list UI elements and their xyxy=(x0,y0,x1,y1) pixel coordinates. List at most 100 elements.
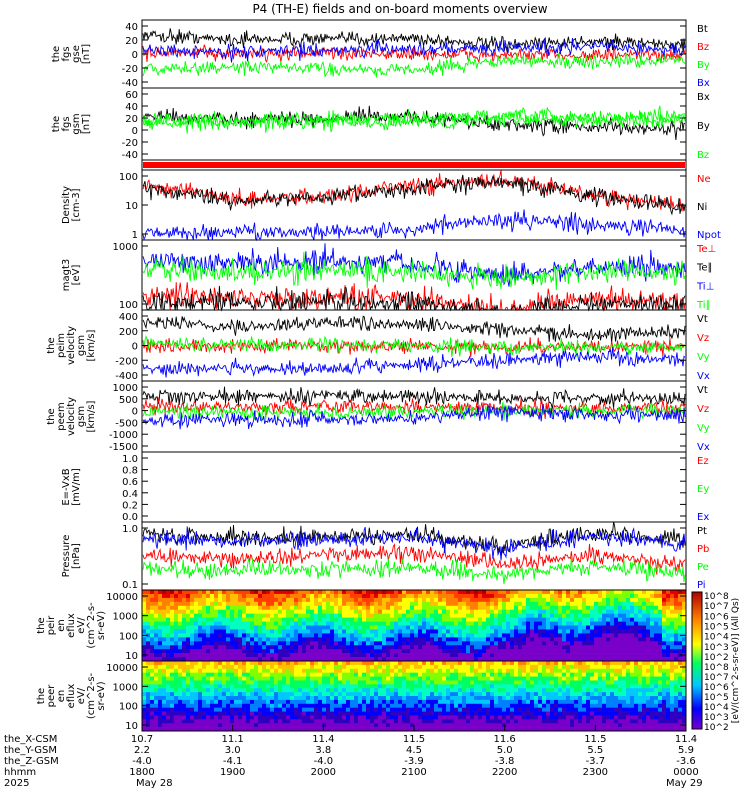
spectrogram-cell xyxy=(646,657,651,662)
spectrogram-cell xyxy=(482,715,487,720)
spectrogram-cell xyxy=(258,707,263,712)
spectrogram-cell xyxy=(662,593,667,599)
spectrogram-cell xyxy=(650,621,655,626)
spectrogram-cell xyxy=(646,637,651,642)
spectrogram-cell xyxy=(418,715,423,720)
spectrogram-cell xyxy=(294,661,299,666)
spectrogram-cell xyxy=(470,661,475,666)
spectrogram-cell xyxy=(522,601,527,607)
spectrogram-cell xyxy=(430,653,435,658)
spectrogram-cell xyxy=(258,699,263,705)
spectrogram-cell xyxy=(390,676,395,681)
spectrogram-cell xyxy=(386,684,391,689)
spectrogram-cell xyxy=(526,609,531,614)
spectrogram-cell xyxy=(634,668,639,673)
spectrogram-cell xyxy=(242,688,247,693)
spectrogram-cell xyxy=(354,668,359,673)
spectrogram-cell xyxy=(418,649,423,654)
spectrogram-cell xyxy=(326,653,331,658)
spectrogram-cell xyxy=(174,649,179,654)
spectrogram-cell xyxy=(410,617,415,622)
spectrogram-cell xyxy=(266,672,271,677)
spectrogram-cell xyxy=(494,645,499,650)
spectrogram-cell xyxy=(482,711,487,716)
spectrogram-cell xyxy=(514,672,519,677)
spectrogram-cell xyxy=(602,661,607,666)
spectrogram-cell xyxy=(378,653,383,658)
spectrogram-cell xyxy=(162,645,167,650)
spectrogram-cell xyxy=(510,688,515,693)
spectrogram-cell xyxy=(442,649,447,654)
spectrogram-cell xyxy=(474,680,479,685)
spectrogram-cell xyxy=(658,621,663,626)
spectrogram-cell xyxy=(278,633,283,638)
spectrogram-cell xyxy=(454,711,459,716)
spectrogram-cell xyxy=(222,692,227,697)
spectrogram-cell xyxy=(158,609,163,614)
spectrogram-cell xyxy=(282,601,287,607)
spectrogram-cell xyxy=(318,645,323,650)
spectrogram-cell xyxy=(390,661,395,666)
spectrogram-cell xyxy=(274,601,279,607)
spectrogram-cell xyxy=(306,609,311,614)
spectrogram-cell xyxy=(174,605,179,611)
spectrogram-cell xyxy=(218,629,223,634)
spectrogram-cell xyxy=(462,601,467,607)
spectrogram-cell xyxy=(626,590,631,595)
spectrogram-cell xyxy=(362,668,367,673)
spectrogram-cell xyxy=(282,699,287,705)
spectrogram-cell xyxy=(566,605,571,611)
spectrogram-cell xyxy=(238,613,243,618)
spectrogram-cell xyxy=(294,684,299,689)
spectrogram-cell xyxy=(290,613,295,618)
spectrogram-cell xyxy=(342,601,347,607)
spectrogram-cell xyxy=(534,680,539,685)
spectrogram-cell xyxy=(142,696,147,701)
spectrogram-cell xyxy=(522,649,527,654)
spectrogram-cell xyxy=(478,625,483,630)
spectrogram-cell xyxy=(298,680,303,685)
spectrogram-cell xyxy=(618,657,623,662)
spectrogram-cell xyxy=(322,629,327,634)
spectrogram-cell xyxy=(546,621,551,626)
spectrogram-cell xyxy=(486,617,491,622)
spectrogram-cell xyxy=(334,680,339,685)
spectrogram-cell xyxy=(290,617,295,622)
spectrogram-cell xyxy=(398,664,403,670)
spectrogram-cell xyxy=(466,688,471,693)
spectrogram-cell xyxy=(238,672,243,677)
spectrogram-cell xyxy=(466,676,471,681)
spectrogram-cell xyxy=(162,605,167,611)
spectrogram-cell xyxy=(266,715,271,720)
spectrogram-cell xyxy=(338,711,343,716)
spectrogram-cell xyxy=(458,692,463,697)
spectrogram-cell xyxy=(230,692,235,697)
spectrogram-cell xyxy=(194,699,199,705)
spectrogram-cell xyxy=(350,637,355,642)
spectrogram-cell xyxy=(346,641,351,646)
spectrogram-cell xyxy=(426,605,431,611)
spectrogram-cell xyxy=(410,688,415,693)
spectrogram-cell xyxy=(594,597,599,603)
spectrogram-cell xyxy=(550,625,555,630)
spectrogram-cell xyxy=(266,649,271,654)
spectrogram-cell xyxy=(394,597,399,603)
spectrogram-cell xyxy=(246,593,251,599)
spectrogram-cell xyxy=(214,661,219,666)
spectrogram-cell xyxy=(366,601,371,607)
spectrogram-cell xyxy=(458,680,463,685)
spectrogram-cell xyxy=(310,597,315,603)
spectrogram-cell xyxy=(454,617,459,622)
spectrogram-cell xyxy=(654,617,659,622)
spectrogram-cell xyxy=(574,664,579,670)
panel-ylabel-line: eflux xyxy=(66,613,77,638)
spectrogram-cell xyxy=(338,629,343,634)
spectrogram-cell xyxy=(270,637,275,642)
spectrogram-cell xyxy=(610,617,615,622)
spectrogram-cell xyxy=(206,653,211,658)
spectrogram-cell xyxy=(650,629,655,634)
spectrogram-cell xyxy=(186,696,191,701)
panel-ylabel-line: fgs xyxy=(61,116,72,131)
spectrogram-cell xyxy=(326,590,331,595)
spectrogram-cell xyxy=(494,625,499,630)
